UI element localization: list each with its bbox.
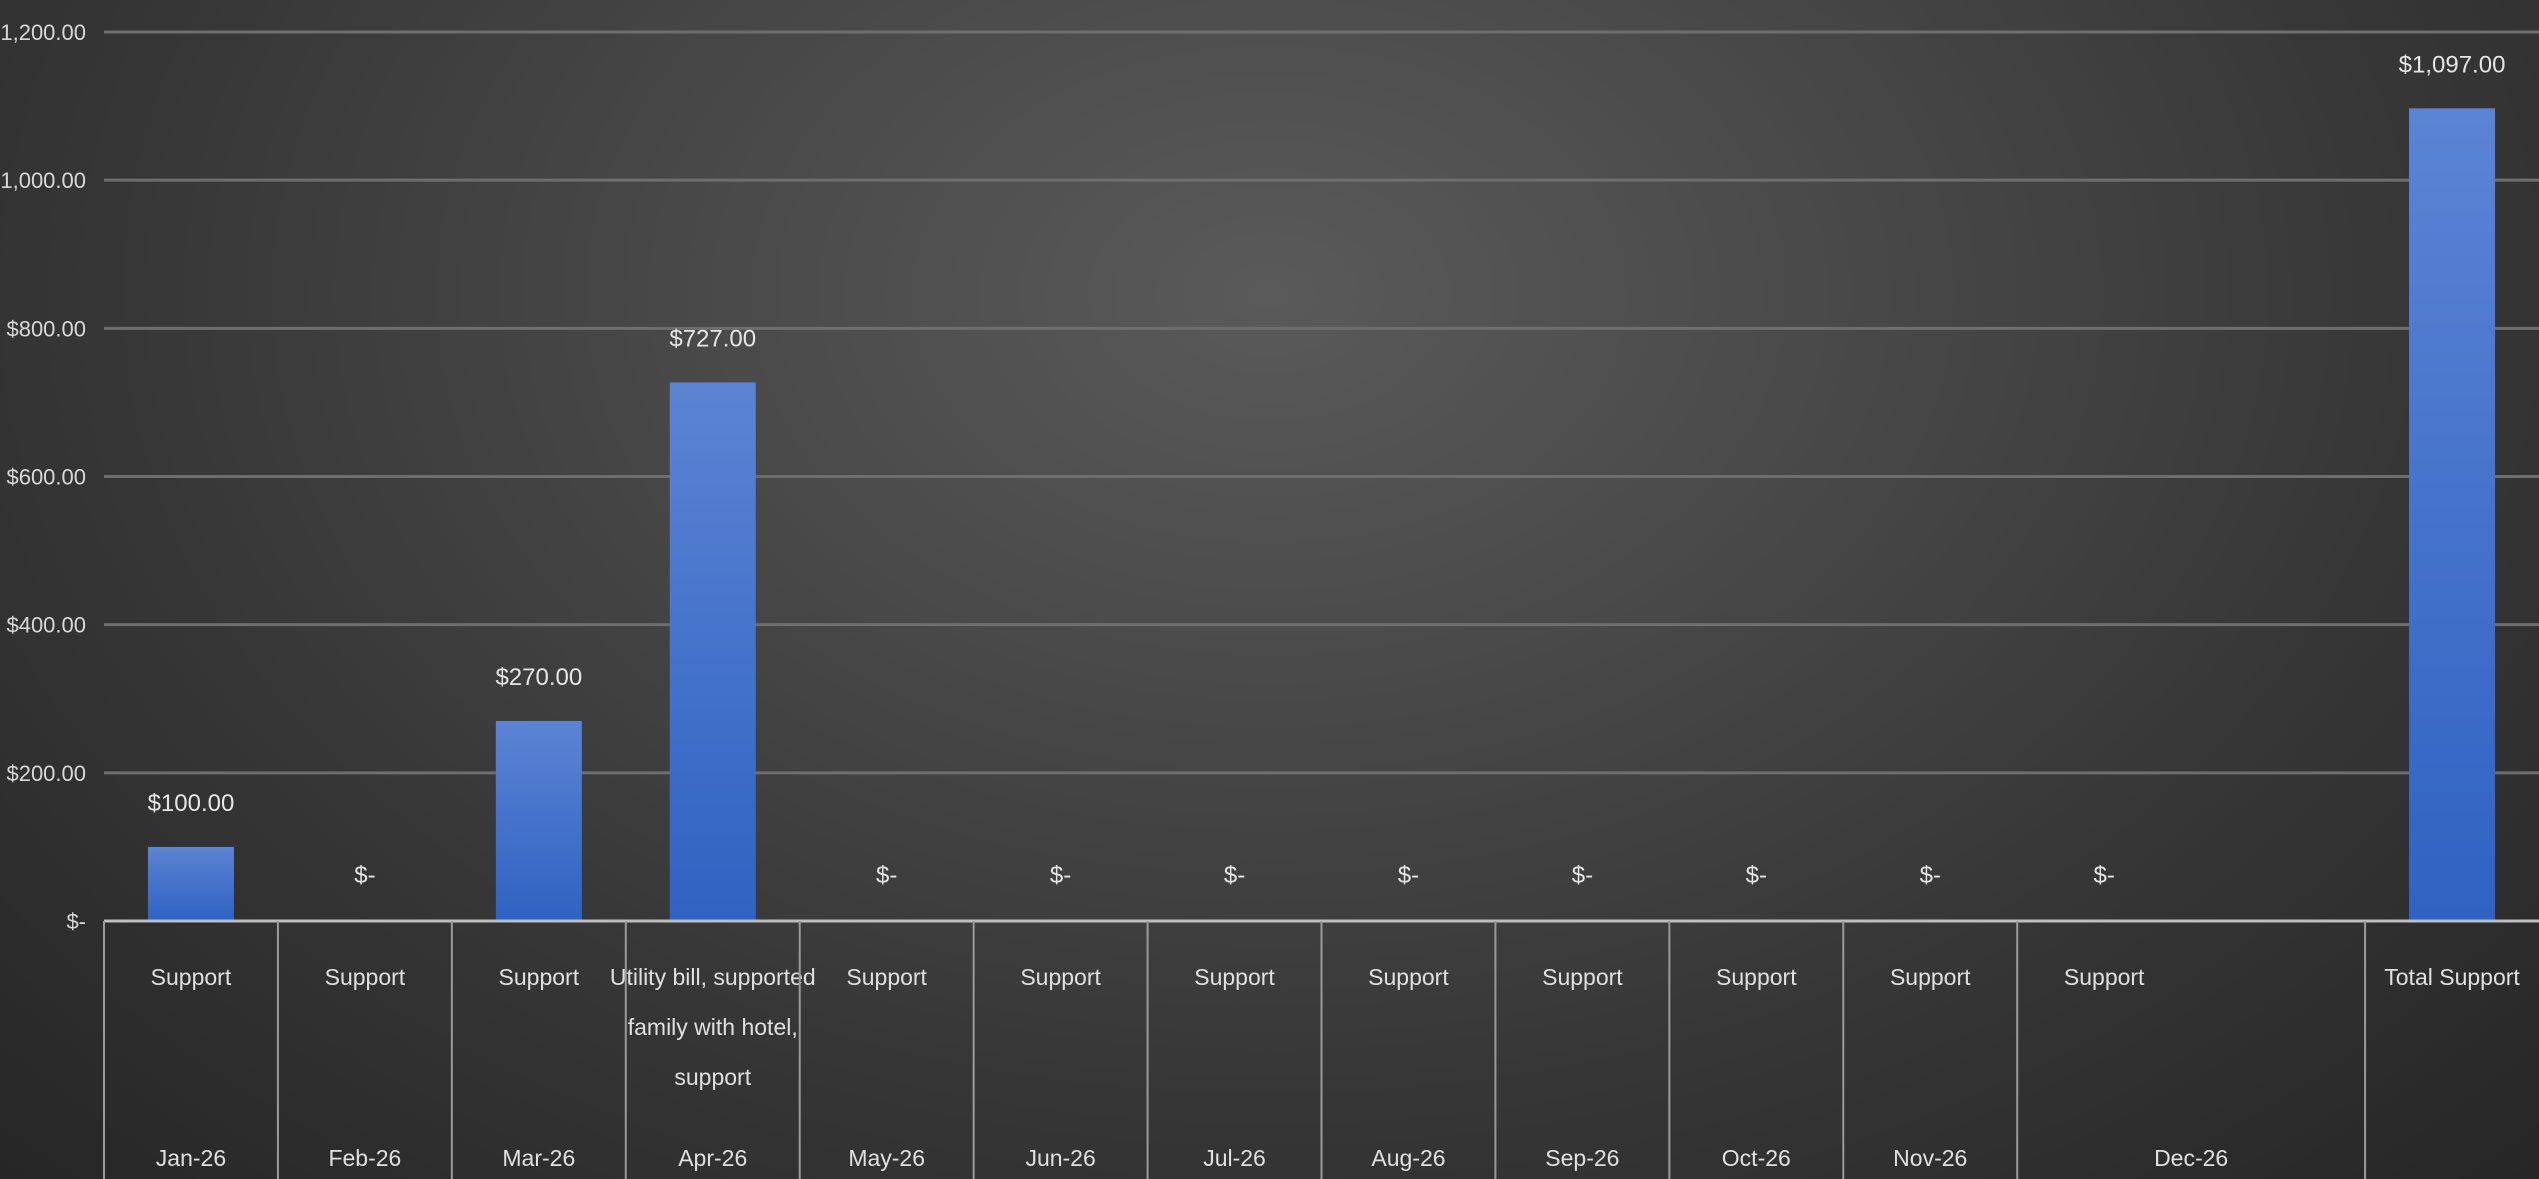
data-label: $727.00 — [669, 325, 756, 352]
month-label: Jun-26 — [1025, 1145, 1095, 1171]
month-label: Feb-26 — [328, 1145, 401, 1171]
category-label: Support — [151, 964, 232, 990]
month-label: Oct-26 — [1722, 1145, 1791, 1171]
bar — [2409, 108, 2496, 921]
gridlines — [104, 30, 2539, 775]
category-label: Support — [1890, 964, 1971, 990]
y-tick-label: $800.00 — [6, 316, 86, 341]
month-label: Sep-26 — [1545, 1145, 1619, 1171]
category-label: support — [674, 1064, 751, 1090]
month-label: Jan-26 — [156, 1145, 226, 1171]
data-label: $- — [354, 862, 375, 889]
month-label: Aug-26 — [1371, 1145, 1445, 1171]
y-tick-label: $200.00 — [6, 761, 86, 786]
y-tick-label: $- — [66, 909, 86, 934]
y-tick-label: $600.00 — [6, 465, 86, 490]
y-axis: $- $200.00 $400.00 $600.00 $800.00 $1,000.00 $… — [0, 20, 86, 934]
category-label: Support — [846, 964, 927, 990]
y-tick-label: $400.00 — [6, 613, 86, 638]
data-label: $100.00 — [148, 790, 235, 817]
data-label: $- — [1224, 862, 1245, 889]
category-label: Support — [1368, 964, 1449, 990]
category-label: Support — [1020, 964, 1101, 990]
bars — [147, 108, 2496, 921]
category-label: Utility bill, supported — [610, 964, 816, 990]
y-tick-label: $1,200.00 — [0, 20, 86, 45]
data-label: $- — [1746, 862, 1767, 889]
bar — [495, 720, 582, 921]
category-label: Support — [1194, 964, 1275, 990]
category-label: Support — [1716, 964, 1797, 990]
data-label: $- — [2094, 862, 2115, 889]
month-label: Dec-26 — [2154, 1145, 2228, 1171]
category-label: Total Support — [2384, 964, 2520, 990]
month-label: Apr-26 — [678, 1145, 747, 1171]
category-label: Support — [1542, 964, 1623, 990]
data-label: $270.00 — [495, 664, 582, 691]
data-label: $- — [1050, 862, 1071, 889]
category-label: Support — [499, 964, 580, 990]
month-label: Mar-26 — [502, 1145, 575, 1171]
category-label: family with hotel, — [628, 1014, 798, 1040]
category-label: Support — [325, 964, 406, 990]
data-labels: $100.00 $- $270.00 $727.00 $- $- $- $- $- $- $- $- $… — [148, 51, 2506, 889]
bar — [147, 846, 234, 921]
bar — [669, 382, 756, 921]
category-label: Support — [2064, 964, 2145, 990]
y-tick-label: $1,000.00 — [0, 168, 86, 193]
month-label: Jul-26 — [1203, 1145, 1266, 1171]
data-label: $- — [1398, 862, 1419, 889]
data-label: $- — [1572, 862, 1593, 889]
month-label: Nov-26 — [1893, 1145, 1967, 1171]
month-label: May-26 — [848, 1145, 925, 1171]
data-label: $- — [1920, 862, 1941, 889]
data-label: $1,097.00 — [2399, 51, 2506, 78]
x-axis: Support Support Support Utility bill, suppo… — [103, 919, 2539, 1179]
data-label: $- — [876, 862, 897, 889]
